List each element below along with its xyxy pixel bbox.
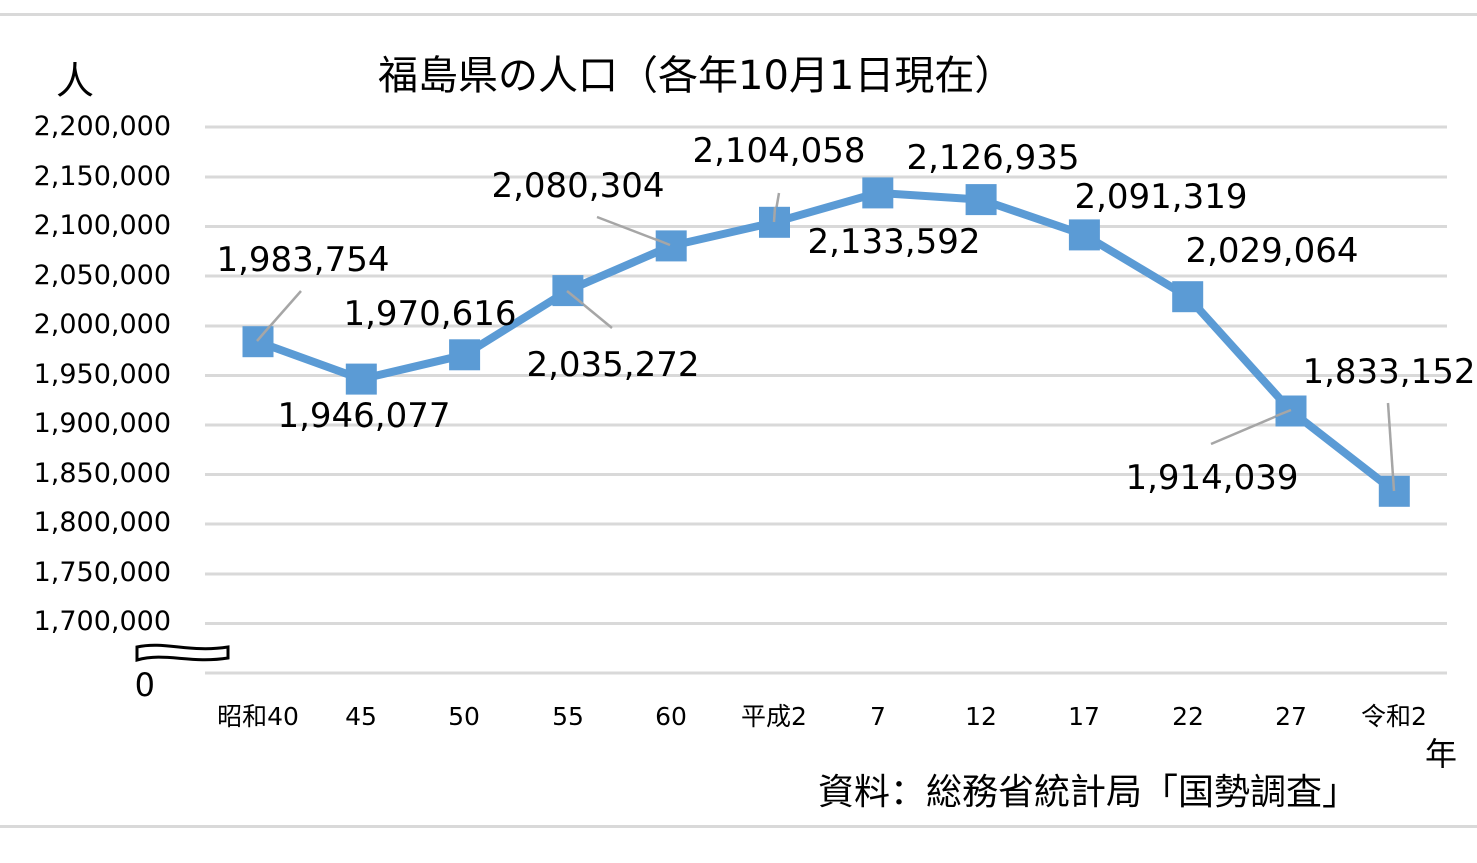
x-tick-label: 12 bbox=[965, 702, 997, 731]
x-tick-label: 昭和40 bbox=[217, 702, 299, 731]
y-tick-label: 2,050,000 bbox=[33, 260, 171, 291]
source-note: 資料：総務省統計局「国勢調査」 bbox=[818, 772, 1359, 813]
x-axis-unit-label: 年 bbox=[1425, 735, 1458, 773]
data-label: 2,035,272 bbox=[526, 345, 700, 385]
y-tick-label: 1,850,000 bbox=[33, 458, 171, 489]
y-axis-unit-label: 人 bbox=[56, 59, 95, 103]
marker-square-icon bbox=[345, 363, 377, 395]
x-tick-label: 45 bbox=[345, 702, 377, 731]
y-tick-label: 2,100,000 bbox=[33, 210, 171, 241]
y-tick-label: 1,900,000 bbox=[33, 408, 171, 439]
y-tick-label: 1,700,000 bbox=[33, 606, 171, 637]
data-label: 2,126,935 bbox=[906, 138, 1080, 178]
axis-break-icon bbox=[135, 643, 230, 662]
y-tick-label: 1,750,000 bbox=[33, 557, 171, 588]
data-label: 2,104,058 bbox=[692, 131, 866, 171]
data-label: 1,946,077 bbox=[277, 396, 451, 436]
marker-square-icon bbox=[862, 177, 894, 209]
x-tick-label: 55 bbox=[552, 702, 584, 731]
marker-square-icon bbox=[1068, 219, 1100, 251]
x-tick-label: 60 bbox=[655, 702, 687, 731]
data-label: 1,833,152 bbox=[1302, 352, 1476, 392]
data-label: 2,091,319 bbox=[1074, 177, 1248, 217]
y-tick-label: 2,200,000 bbox=[33, 111, 171, 142]
top-border bbox=[0, 13, 1477, 16]
gridlines bbox=[205, 125, 1447, 675]
data-label: 1,970,616 bbox=[343, 294, 517, 334]
data-label: 2,080,304 bbox=[491, 166, 665, 206]
marker-square-icon bbox=[965, 184, 997, 216]
x-tick-label: 令和2 bbox=[1361, 702, 1427, 731]
bottom-border bbox=[0, 825, 1477, 828]
x-tick-label: 17 bbox=[1068, 702, 1100, 731]
y-tick-label: 1,800,000 bbox=[33, 507, 171, 538]
chart-title: 福島県の人口（各年10月1日現在） bbox=[378, 53, 1015, 99]
x-tick-label: 27 bbox=[1275, 702, 1307, 731]
marker-square-icon bbox=[655, 230, 687, 262]
data-label: 1,914,039 bbox=[1125, 458, 1299, 498]
y-tick-label: 2,150,000 bbox=[33, 161, 171, 192]
y-tick-label: 1,950,000 bbox=[33, 359, 171, 390]
data-label: 2,133,592 bbox=[807, 222, 981, 262]
x-tick-label: 50 bbox=[448, 702, 480, 731]
marker-square-icon bbox=[1172, 281, 1204, 313]
population-line bbox=[256, 188, 1397, 495]
x-tick-label: 平成2 bbox=[741, 702, 807, 731]
x-tick-label: 22 bbox=[1172, 702, 1204, 731]
x-tick-label: 7 bbox=[870, 702, 886, 731]
data-label: 1,983,754 bbox=[216, 240, 390, 280]
y-tick-label-zero: 0 bbox=[134, 666, 155, 704]
marker-square-icon bbox=[449, 339, 481, 371]
data-label: 2,029,064 bbox=[1185, 231, 1359, 271]
y-tick-label: 2,000,000 bbox=[33, 309, 171, 340]
